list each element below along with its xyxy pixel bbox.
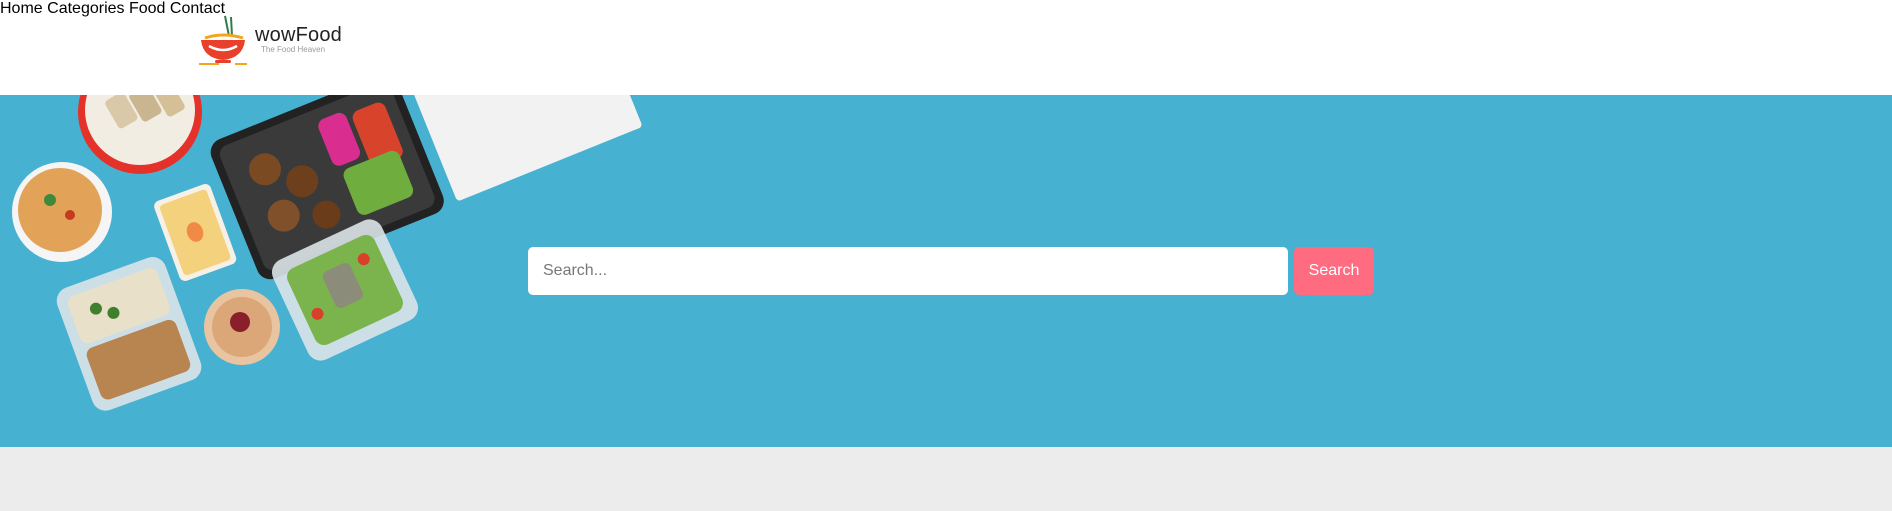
search-button[interactable]: Search [1294, 247, 1374, 295]
nav-contact[interactable]: Contact [169, 0, 226, 17]
nav-home[interactable]: Home [0, 0, 43, 17]
site-header: wowFood The Food Heaven Home Categories … [0, 0, 1892, 95]
brand-tagline: The Food Heaven [261, 45, 326, 54]
nav-categories[interactable]: Categories [47, 0, 125, 17]
nav-food[interactable]: Food [128, 0, 166, 17]
brand-name: wowFood [255, 24, 342, 46]
search-input[interactable] [528, 247, 1288, 295]
noodle-bowl-logo-icon [199, 15, 247, 65]
main-nav: Home Categories Food Contact [0, 0, 1892, 18]
hero-section: Search [0, 95, 1892, 447]
content-area [0, 447, 1892, 511]
food-collage-image [12, 95, 642, 411]
logo[interactable]: wowFood The Food Heaven [195, 14, 342, 70]
